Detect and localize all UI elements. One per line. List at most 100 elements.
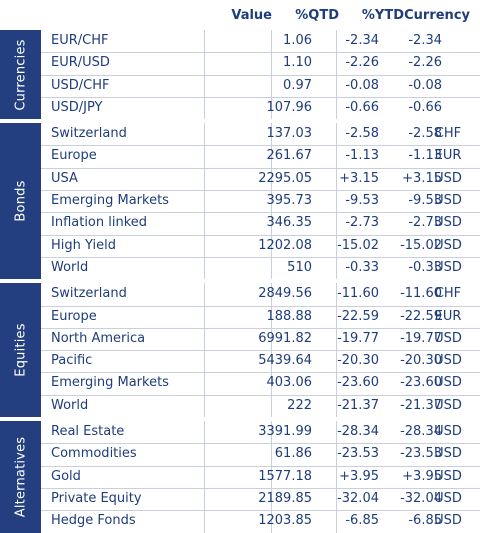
table-row: Europe 261.67 -1.13 -1.13 EUR [41,145,480,167]
row-currency: USD [434,330,462,346]
table-row: Inflation linked 346.35 -2.73 -2.73 USD [41,212,480,234]
row-qtd: -23.60 [337,375,379,391]
row-currency: USD [434,237,462,253]
row-ytd: -28.34 [400,424,442,440]
row-ytd: -2.73 [408,215,442,231]
row-divider [41,510,480,512]
row-name: Switzerland [51,126,127,142]
table-row: World 222 -21.37 -21.37 USD [41,395,480,417]
row-name: North America [51,330,146,346]
row-name: Europe [51,148,97,164]
row-divider [41,74,480,76]
column-divider [271,421,272,533]
row-qtd: -0.08 [345,77,379,93]
row-value: 1.06 [283,33,312,48]
row-value: 188.88 [266,308,313,324]
row-name: World [51,397,89,413]
table-row: Hedge Fonds 1203.85 -6.85 -6.85 USD [41,510,480,532]
row-name: Europe [51,308,97,324]
table-row: World 510 -0.33 -0.33 USD [41,257,480,279]
row-qtd: -21.37 [337,397,379,413]
row-value: 5439.64 [258,353,312,369]
column-divider [271,123,272,280]
row-qtd: -20.30 [337,353,379,369]
column-divider [336,421,337,533]
table-row: EUR/USD 1.10 -2.26 -2.26 [41,52,480,74]
group-equities: Equities Switzerland 2849.56 -11.60 -11.60 CH… [0,283,480,418]
row-ytd: -2.58 [408,126,442,142]
table-row: High Yield 1202.08 -15.02 -15.02 USD [41,235,480,257]
row-qtd: -6.85 [345,513,379,529]
header-value: Value [231,8,272,23]
row-value: 403.06 [266,375,313,391]
header-qtd: %QTD [295,8,339,23]
group-label: Alternatives [13,436,28,518]
row-name: USD/CHF [51,77,110,93]
row-divider [41,145,480,147]
table-row: Emerging Markets 403.06 -23.60 -23.60 USD [41,372,480,394]
row-name: Emerging Markets [51,193,169,209]
row-value: 1203.85 [258,513,312,529]
row-currency: USD [434,424,462,440]
row-qtd: -19.77 [337,330,379,346]
row-ytd: -0.33 [408,259,442,275]
column-divider [204,123,205,280]
table-header: Value %QTD %YTD Currency [0,0,480,30]
group-label-band: Currencies [0,30,41,120]
row-ytd: -15.02 [400,237,442,253]
row-ytd: -9.53 [408,193,442,209]
row-ytd: -6.85 [408,513,442,529]
row-name: World [51,259,89,275]
row-name: Emerging Markets [51,375,169,391]
row-divider [41,256,480,258]
row-qtd: -32.04 [337,490,379,506]
row-qtd: -23.53 [337,446,379,462]
row-currency: EUR [434,308,462,324]
row-qtd: +3.95 [339,468,379,484]
row-qtd: -2.58 [345,126,379,142]
row-name: EUR/CHF [51,33,109,48]
group-label-band: Alternatives [0,421,41,533]
group-label: Equities [13,323,28,377]
row-currency: USD [434,215,462,231]
row-currency [422,30,474,52]
group-label: Currencies [13,38,28,111]
row-name: Private Equity [51,490,142,506]
row-qtd: -28.34 [337,424,379,440]
row-divider [41,372,480,374]
table-row: Emerging Markets 395.73 -9.53 -9.53 USD [41,190,480,212]
row-value: 2295.05 [258,170,312,186]
table-row: USD/JPY 107.96 -0.66 -0.66 [41,97,480,119]
row-currency [422,52,474,74]
row-divider [41,443,480,445]
table-row: North America 6991.82 -19.77 -19.77 USD [41,328,480,350]
row-ytd: -11.60 [400,286,442,302]
row-qtd: -2.73 [345,215,379,231]
row-divider [41,167,480,169]
row-name: Switzerland [51,286,127,302]
row-ytd: +3.15 [402,170,442,186]
row-currency [422,97,474,119]
table-row: EUR/CHF 1.06 -2.34 -2.34 [41,30,480,52]
row-currency: USD [434,397,462,413]
column-divider [336,123,337,280]
row-currency: EUR [434,148,462,164]
row-divider [41,350,480,352]
row-divider [41,190,480,192]
row-value: 1577.18 [258,468,312,484]
row-qtd: +3.15 [339,170,379,186]
row-value: 510 [287,259,312,275]
header-currency: Currency [404,8,470,23]
row-qtd: -2.34 [345,33,379,48]
column-divider [204,421,205,533]
row-divider [41,96,480,98]
row-divider [41,52,480,54]
row-ytd: -22.59 [400,308,442,324]
header-ytd: %YTD [361,8,404,23]
row-name: Hedge Fonds [51,513,136,529]
group-currencies: Currencies EUR/CHF 1.06 -2.34 -2.34 EUR/USD 1.… [0,30,480,120]
row-qtd: -9.53 [345,193,379,209]
row-ytd: -20.30 [400,353,442,369]
row-ytd: -19.77 [400,330,442,346]
